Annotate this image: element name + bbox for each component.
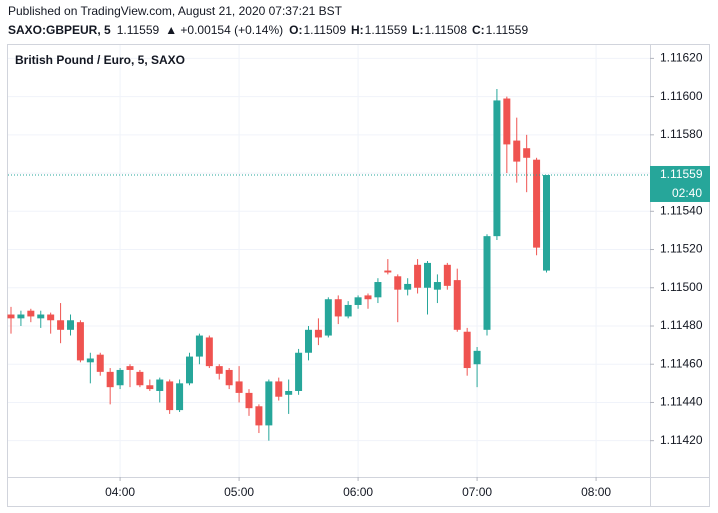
candle-body xyxy=(275,381,283,397)
candle-body xyxy=(364,295,372,300)
candle-body xyxy=(384,270,392,273)
candle-body xyxy=(414,264,422,288)
candle-body xyxy=(17,314,25,319)
candle-body xyxy=(235,381,243,393)
candle-body xyxy=(334,299,342,317)
grid: 1.11420 1.11440 1.11460 1.11480 1.11500 1.115… xyxy=(8,45,703,499)
candle-body xyxy=(295,352,303,391)
candle-body xyxy=(7,314,15,319)
symbol-legend: SAXO:GBPEUR, 5 1.11559 ▲ +0.00154 (+0.14%)… xyxy=(8,23,528,37)
candle-body xyxy=(374,282,382,298)
ohlc-value: 1.11509 xyxy=(304,23,347,37)
candle-body xyxy=(166,381,174,411)
ohlc-value: 1.11508 xyxy=(425,23,468,37)
candle-body xyxy=(443,264,451,286)
candle-body xyxy=(126,366,134,370)
candle-body xyxy=(523,148,531,158)
candle-body xyxy=(186,356,193,384)
y-tick-label: 1.11620 xyxy=(660,51,703,65)
published: Published on TradingView.com, August 21,… xyxy=(8,4,343,18)
price-label: 1.11559 xyxy=(660,167,703,181)
x-tick-label: 06:00 xyxy=(343,485,373,499)
candle-body xyxy=(37,314,45,319)
candle-body xyxy=(67,320,74,330)
candle-body xyxy=(543,174,550,271)
candle-body xyxy=(324,299,332,336)
candle-body xyxy=(354,297,362,305)
candle-body xyxy=(116,369,124,386)
candle-body xyxy=(433,282,441,290)
last-price: 1.11559 xyxy=(117,23,160,37)
y-tick-label: 1.11480 xyxy=(660,318,703,332)
candle-body xyxy=(305,329,312,353)
x-tick-label: 05:00 xyxy=(224,485,254,499)
candle-body xyxy=(265,381,273,426)
candle-body xyxy=(225,369,233,386)
x-tick-label: 07:00 xyxy=(462,485,492,499)
y-tick-label: 1.11580 xyxy=(660,127,703,141)
ohlc-label: H: xyxy=(351,23,364,37)
ohlc-label: O: xyxy=(289,23,302,37)
y-tick-label: 1.11600 xyxy=(660,89,703,103)
price-label-box xyxy=(650,165,710,202)
candle-body xyxy=(156,379,164,391)
y-tick-label: 1.11540 xyxy=(660,203,703,217)
candle-body xyxy=(255,406,263,426)
ohlc-label: L: xyxy=(412,23,423,37)
countdown: 02:40 xyxy=(672,186,702,200)
candle-body xyxy=(27,310,35,317)
x-tick-label: 04:00 xyxy=(105,485,135,499)
candle-body xyxy=(344,304,352,317)
candle-body xyxy=(394,276,402,290)
candle-body xyxy=(57,320,65,330)
ohlc-label: C: xyxy=(472,23,485,37)
candle-body xyxy=(424,262,431,288)
candle-body xyxy=(483,236,491,330)
change: ▲ +0.00154 (+0.14%) xyxy=(165,23,283,37)
candle-body xyxy=(245,392,253,409)
y-tick-label: 1.11520 xyxy=(660,242,703,256)
candle-body xyxy=(473,350,481,365)
candle-body xyxy=(96,354,104,372)
candle-body xyxy=(86,358,94,363)
y-tick-label: 1.11440 xyxy=(660,395,703,409)
candle-body xyxy=(146,385,154,390)
candle-body xyxy=(176,383,184,411)
ohlc-value: 1.11559 xyxy=(365,23,408,37)
candle-body xyxy=(314,329,322,338)
y-tick-label: 1.11460 xyxy=(660,356,703,370)
candle-body xyxy=(513,140,521,162)
candle-body xyxy=(453,280,461,330)
candle-body xyxy=(136,371,144,386)
y-tick-label: 1.11420 xyxy=(660,433,703,447)
candle-body xyxy=(47,314,55,321)
candle-body xyxy=(76,322,84,361)
candle-body xyxy=(404,283,412,290)
chart-frame xyxy=(7,44,710,507)
candle-body xyxy=(285,390,293,395)
candle-body xyxy=(106,371,114,388)
symbol: SAXO:GBPEUR, 5 xyxy=(8,23,111,37)
candle-body xyxy=(503,98,511,145)
candle-body xyxy=(205,337,213,367)
candle-body xyxy=(533,159,541,248)
candle-body xyxy=(463,331,471,369)
y-tick-label: 1.11500 xyxy=(660,280,703,294)
ohlc-value: 1.11559 xyxy=(486,23,529,37)
candle-body xyxy=(493,100,501,237)
candle-body xyxy=(195,335,203,357)
chart-title: British Pound / Euro, 5, SAXO xyxy=(15,53,185,67)
candles: 1.11559 02:40 xyxy=(7,88,710,441)
candle-body xyxy=(215,366,223,374)
x-tick-label: 08:00 xyxy=(581,485,611,499)
